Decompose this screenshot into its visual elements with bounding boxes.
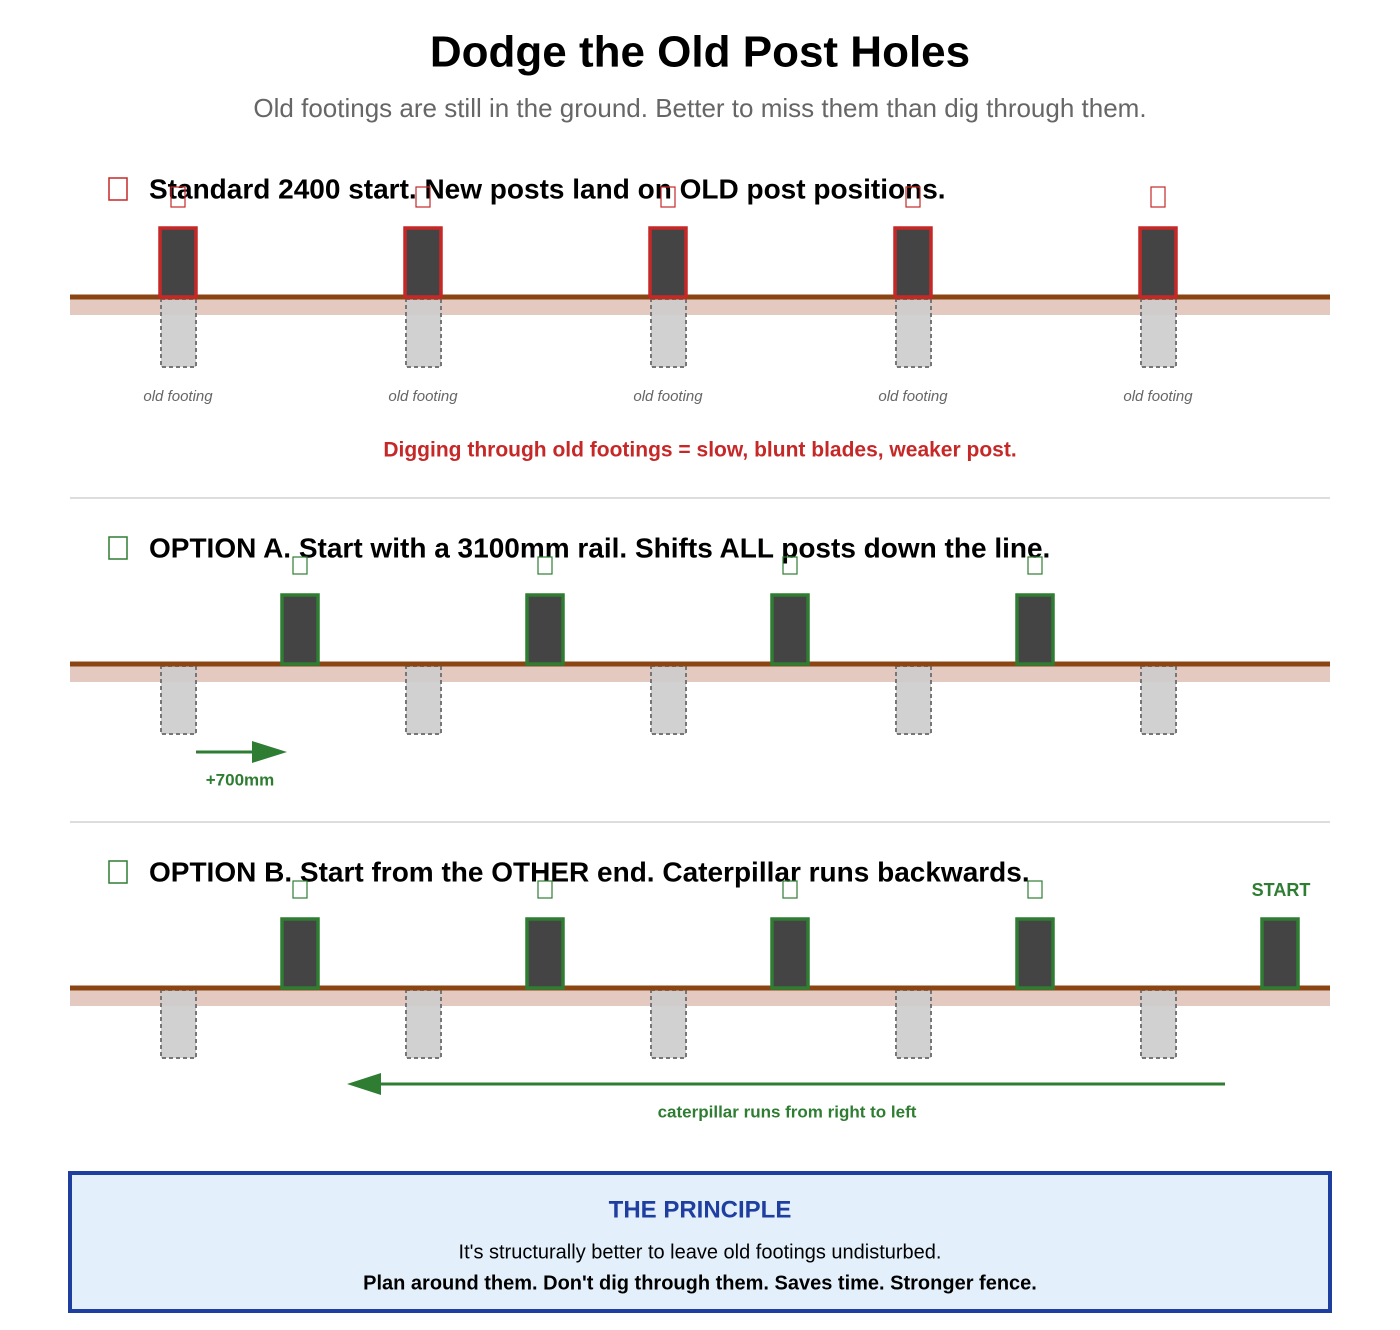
old-footing — [160, 298, 197, 368]
footing-label: old footing — [878, 388, 948, 405]
old-footing — [1140, 665, 1177, 735]
old-footing — [650, 989, 687, 1059]
footing-label: old footing — [633, 388, 703, 405]
post — [525, 593, 565, 666]
post-icon — [415, 186, 431, 208]
post-icon — [292, 556, 308, 575]
panel-heading: Standard 2400 start. New posts land on O… — [149, 173, 946, 204]
post-icon — [660, 186, 676, 208]
icon — [108, 177, 128, 201]
old-footing — [160, 665, 197, 735]
warning: Digging through old footings = slow, blu… — [383, 439, 1016, 462]
post-icon — [1027, 556, 1043, 575]
icon — [108, 536, 128, 560]
post-icon — [905, 186, 921, 208]
post-icon — [782, 880, 798, 899]
ground-band — [70, 990, 1330, 1006]
post-icon — [537, 880, 553, 899]
post-icon — [292, 880, 308, 899]
old-footing — [405, 298, 442, 368]
post — [1260, 917, 1300, 990]
start-label: START — [1252, 880, 1311, 900]
principle-text: It's structurally better to leave old fo… — [459, 1241, 942, 1263]
post-icon — [1150, 186, 1166, 208]
old-footing — [405, 989, 442, 1059]
post — [1015, 917, 1055, 990]
post — [893, 226, 933, 299]
panel-heading: OPTION A. Start with a 3100mm rail. Shif… — [149, 532, 1050, 563]
post — [403, 226, 443, 299]
panel-heading: OPTION B. Start from the OTHER end. Cate… — [149, 856, 1030, 887]
footing-label: old footing — [1123, 388, 1193, 405]
title: Dodge the Old Post Holes — [430, 28, 970, 77]
arrow-head — [252, 741, 287, 763]
icon — [108, 860, 128, 884]
post — [1015, 593, 1055, 666]
old-footing — [1140, 989, 1177, 1059]
old-footing — [895, 298, 932, 368]
old-footing — [895, 989, 932, 1059]
footing-label: old footing — [143, 388, 213, 405]
old-footing — [650, 665, 687, 735]
post-icon — [1027, 880, 1043, 899]
ground-band — [70, 299, 1330, 315]
post — [1138, 226, 1178, 299]
ground-band — [70, 666, 1330, 682]
post — [770, 917, 810, 990]
old-footing — [650, 298, 687, 368]
old-footing — [405, 665, 442, 735]
post — [770, 593, 810, 666]
footing-label: old footing — [388, 388, 458, 405]
post-icon — [537, 556, 553, 575]
principle-text: Plan around them. Don't dig through them… — [363, 1272, 1037, 1294]
shift-label: +700mm — [206, 770, 275, 789]
post — [280, 593, 320, 666]
post — [280, 917, 320, 990]
old-footing — [160, 989, 197, 1059]
direction-label: caterpillar runs from right to left — [658, 1102, 917, 1121]
old-footing — [895, 665, 932, 735]
principle-title: THE PRINCIPLE — [609, 1196, 792, 1223]
old-footing — [1140, 298, 1177, 368]
principle-box — [68, 1171, 1332, 1313]
post — [525, 917, 565, 990]
arrow-head — [347, 1073, 381, 1095]
post — [158, 226, 198, 299]
post-icon — [782, 556, 798, 575]
post — [648, 226, 688, 299]
post-icon — [170, 186, 186, 208]
subtitle: Old footings are still in the ground. Be… — [253, 93, 1146, 123]
